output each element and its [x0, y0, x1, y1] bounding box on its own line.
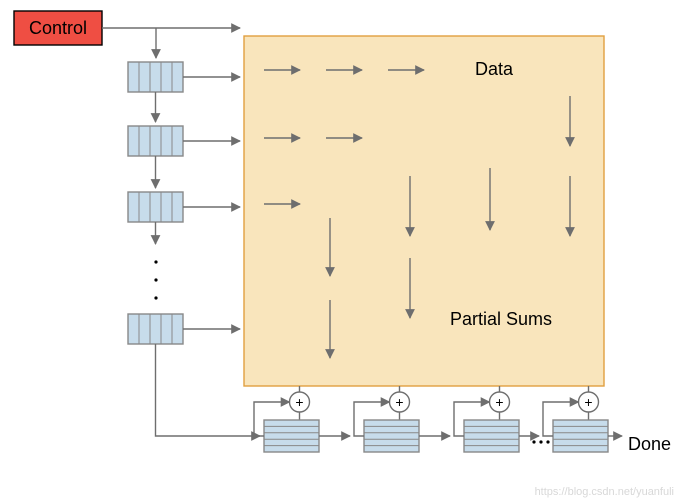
- ellipsis-dot: [154, 296, 157, 299]
- bottom-fifo-3: [553, 420, 608, 452]
- partial-sums-label: Partial Sums: [450, 309, 552, 329]
- bottom-fifo-0: [264, 420, 319, 452]
- left-fifo-1: [128, 126, 183, 156]
- ellipsis-dot: [539, 440, 542, 443]
- ellipsis-dot: [154, 260, 157, 263]
- main-array-box: [244, 36, 604, 386]
- adder-plus-0: +: [295, 394, 303, 410]
- left-fifo-0: [128, 62, 183, 92]
- data-label: Data: [475, 59, 514, 79]
- watermark: https://blog.csdn.net/yuanfuli: [535, 486, 674, 498]
- adder-plus-2: +: [495, 394, 503, 410]
- ellipsis-dot: [154, 278, 157, 281]
- done-label: Done: [628, 434, 671, 454]
- bottom-fifo-2: [464, 420, 519, 452]
- left-fifo-3: [128, 314, 183, 344]
- bottom-fifo-1: [364, 420, 419, 452]
- left-fifo-2: [128, 192, 183, 222]
- adder-plus-3: +: [584, 394, 592, 410]
- ellipsis-dot: [546, 440, 549, 443]
- adder-plus-1: +: [395, 394, 403, 410]
- ellipsis-dot: [532, 440, 535, 443]
- control-label: Control: [29, 18, 87, 38]
